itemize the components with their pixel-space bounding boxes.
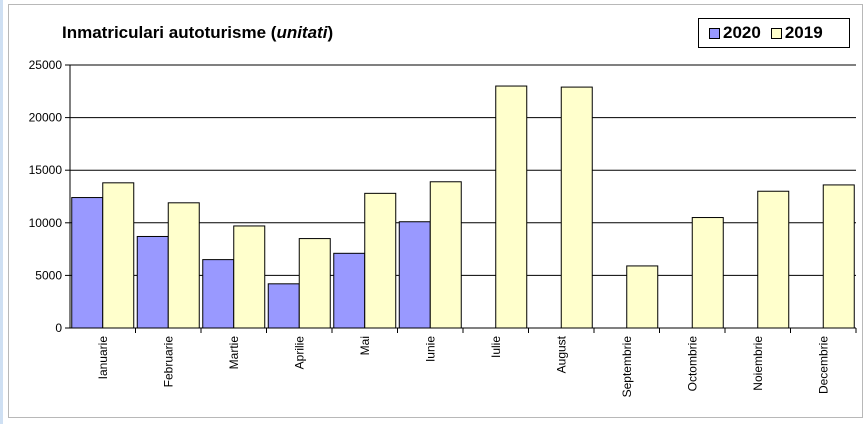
x-tick-label: Aprilie [292, 336, 306, 370]
y-tick-label: 5000 [35, 268, 62, 282]
bar-2019 [298, 238, 331, 329]
y-tick-label: 20000 [29, 111, 63, 125]
x-tick-label: Noiembrie [751, 336, 765, 391]
bar-2020 [267, 283, 300, 329]
legend-swatch-2019 [770, 27, 782, 39]
y-tick-label: 25000 [29, 58, 63, 72]
legend-swatch-2020 [709, 27, 720, 39]
legend-label-2020: 2020 [723, 23, 761, 42]
bar-2019 [167, 202, 200, 329]
y-tick-label: 10000 [29, 216, 63, 230]
bar-2019 [757, 190, 790, 329]
bar-2019 [560, 86, 593, 329]
x-tick-label: Octombrie [685, 336, 699, 392]
chart-title: Inmatriculari autoturisme (unitati) [62, 23, 334, 42]
x-tick-label: Ianuarie [96, 336, 110, 380]
x-tick-label: Mai [358, 336, 372, 355]
bar-2019 [233, 225, 266, 329]
bar-2019 [626, 265, 659, 329]
bar-2020 [202, 259, 235, 329]
bar-2020 [398, 221, 431, 329]
bar-2019 [102, 182, 135, 329]
y-tick-label: 15000 [29, 163, 63, 177]
bar-2020 [71, 197, 104, 329]
bar-2019 [429, 181, 462, 329]
bar-2019 [364, 192, 397, 329]
x-tick-label: Martie [227, 336, 241, 370]
window-edge [0, 0, 3, 424]
legend-item-2020: 2020 [709, 23, 761, 43]
bar-2019 [822, 184, 855, 329]
legend-item-2019: 2019 [770, 23, 823, 43]
y-tick-label: 0 [55, 321, 62, 335]
x-tick-label: Februarie [161, 336, 175, 388]
bar-2019 [495, 85, 528, 329]
x-tick-label: Septembrie [620, 336, 634, 398]
legend-label-2019: 2019 [784, 23, 823, 42]
x-tick-label: Decembrie [816, 336, 830, 394]
x-tick-label: August [554, 335, 568, 373]
bar-2019 [691, 217, 724, 329]
x-tick-label: Iunie [423, 336, 437, 362]
bar-2020 [136, 235, 169, 329]
chart-legend: 2020 2019 [698, 18, 850, 48]
bar-2020 [333, 252, 366, 329]
x-tick-label: Iulie [489, 336, 503, 358]
